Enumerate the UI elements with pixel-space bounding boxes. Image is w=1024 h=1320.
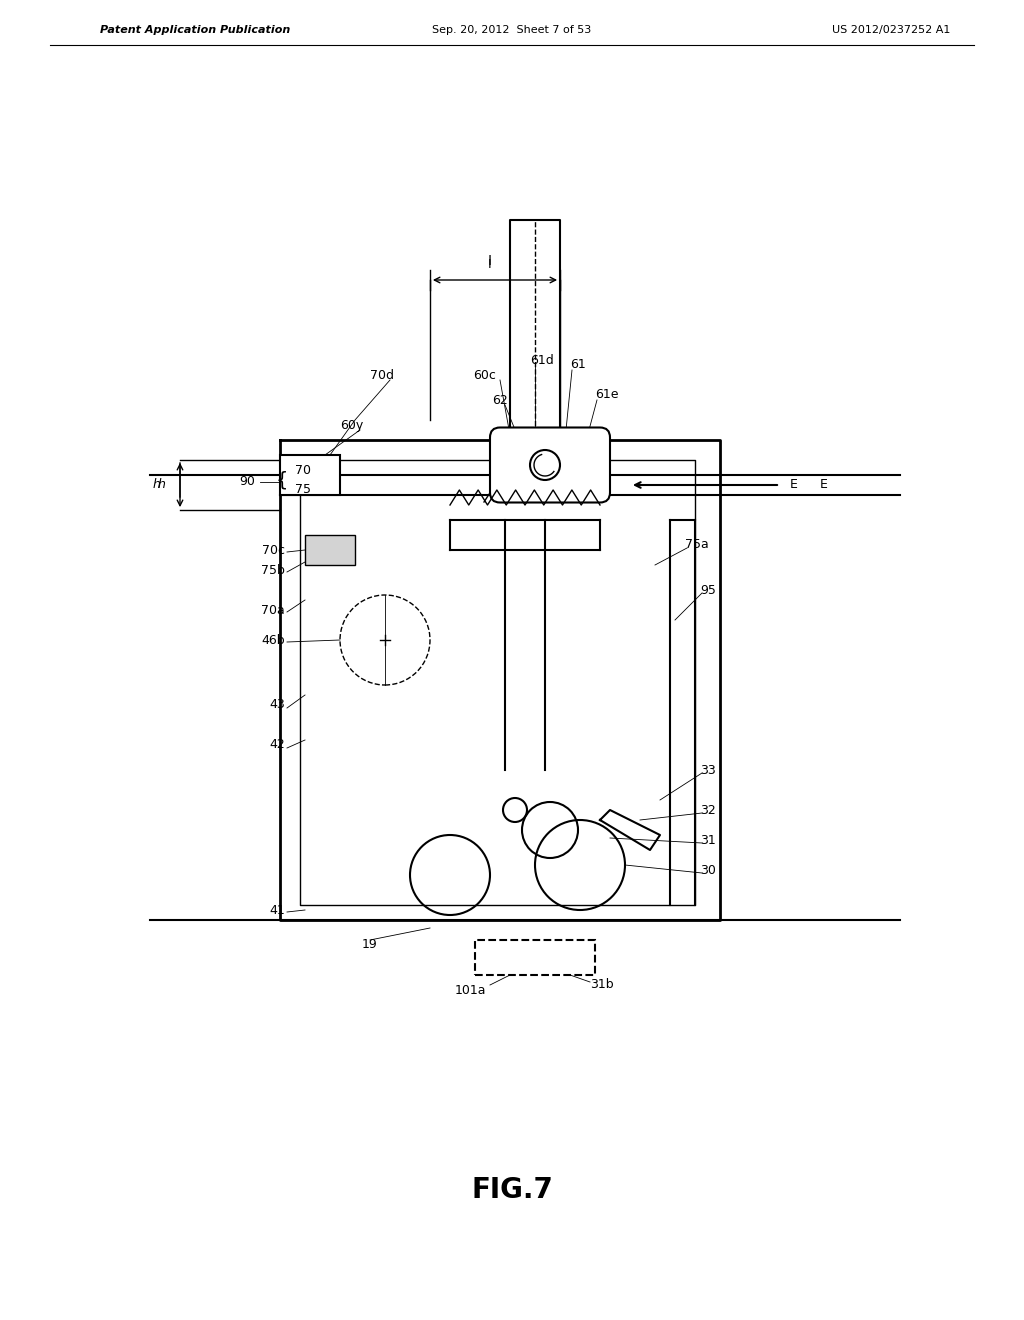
Bar bbox=[280, 455, 340, 495]
Bar bbox=[305, 535, 355, 565]
Text: 62: 62 bbox=[493, 393, 508, 407]
Text: 61e: 61e bbox=[595, 388, 618, 401]
Text: 75a: 75a bbox=[685, 539, 709, 552]
Text: 101a: 101a bbox=[455, 983, 485, 997]
Text: 42: 42 bbox=[269, 738, 285, 751]
Text: 75: 75 bbox=[295, 483, 311, 496]
Text: 19: 19 bbox=[362, 939, 378, 952]
Text: h: h bbox=[157, 479, 165, 491]
Text: {: { bbox=[275, 470, 288, 490]
Text: 46b: 46b bbox=[261, 634, 285, 647]
Text: 31: 31 bbox=[700, 833, 716, 846]
Text: 70d: 70d bbox=[370, 368, 394, 381]
Text: Sep. 20, 2012  Sheet 7 of 53: Sep. 20, 2012 Sheet 7 of 53 bbox=[432, 25, 592, 36]
Text: Patent Application Publication: Patent Application Publication bbox=[100, 25, 290, 36]
Text: E: E bbox=[790, 479, 798, 491]
Text: 95: 95 bbox=[700, 583, 716, 597]
Text: 75b: 75b bbox=[261, 564, 285, 577]
Bar bbox=[475, 940, 595, 975]
Text: 32: 32 bbox=[700, 804, 716, 817]
Text: h: h bbox=[153, 479, 160, 491]
Text: 31b: 31b bbox=[590, 978, 613, 991]
Text: 70a: 70a bbox=[261, 603, 285, 616]
Text: I: I bbox=[488, 259, 492, 272]
Text: 61: 61 bbox=[570, 359, 586, 371]
Text: 60y: 60y bbox=[340, 418, 364, 432]
Text: 33: 33 bbox=[700, 763, 716, 776]
Text: FIG.7: FIG.7 bbox=[471, 1176, 553, 1204]
Text: 61d: 61d bbox=[530, 354, 554, 367]
Text: 30: 30 bbox=[700, 863, 716, 876]
FancyBboxPatch shape bbox=[490, 428, 610, 503]
Text: 41: 41 bbox=[269, 903, 285, 916]
Text: 70: 70 bbox=[295, 463, 311, 477]
Text: I: I bbox=[488, 253, 492, 268]
Text: E: E bbox=[820, 479, 827, 491]
Text: 43: 43 bbox=[269, 698, 285, 711]
Text: US 2012/0237252 A1: US 2012/0237252 A1 bbox=[831, 25, 950, 36]
Text: 70c: 70c bbox=[262, 544, 285, 557]
Text: 90: 90 bbox=[240, 475, 255, 488]
Text: 60c: 60c bbox=[473, 368, 497, 381]
